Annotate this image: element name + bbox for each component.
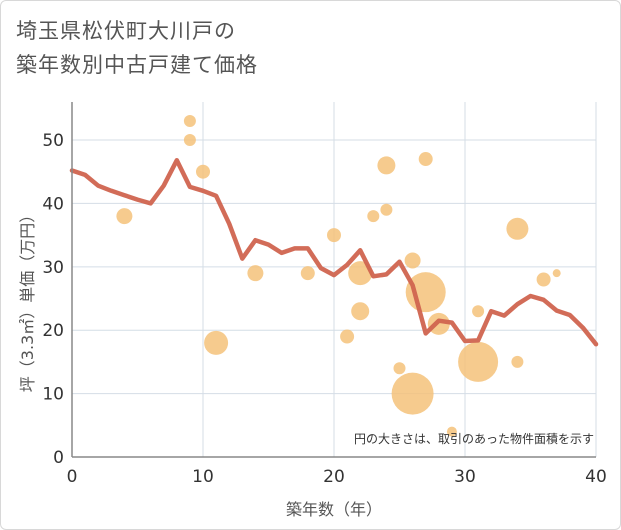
y-tick-label: 50 [42, 131, 64, 151]
data-bubble [204, 330, 229, 355]
x-axis-label: 築年数（年） [286, 500, 382, 519]
title-line-1: 埼玉県松伏町大川戸の [16, 19, 236, 43]
data-bubble [380, 203, 393, 216]
y-tick-label: 10 [42, 385, 64, 405]
y-axis-label: 坪（3.3㎡）単価（万円） [18, 207, 37, 392]
data-bubble [552, 269, 561, 278]
data-bubble [183, 134, 196, 147]
bubble-series [116, 115, 561, 437]
data-bubble [393, 362, 406, 375]
average-line [69, 158, 599, 347]
data-bubble [196, 164, 210, 179]
axes [71, 102, 596, 458]
data-bubble [446, 426, 457, 437]
data-bubble [300, 266, 315, 281]
x-tick-label: 10 [192, 467, 214, 487]
data-bubble [351, 302, 370, 321]
data-bubble [427, 312, 450, 335]
data-bubble [340, 329, 355, 344]
data-bubble [404, 252, 421, 269]
data-bubble [367, 210, 380, 223]
data-bubble [116, 208, 133, 225]
data-bubble [506, 217, 529, 240]
y-tick-label: 0 [53, 448, 64, 468]
data-bubble [405, 272, 446, 313]
data-bubble [327, 228, 341, 243]
data-bubble [377, 156, 396, 175]
data-bubble [458, 341, 499, 382]
tick-labels: 0 10 20 30 40 0 10 20 30 40 50 [42, 131, 606, 487]
data-bubble [183, 115, 196, 128]
data-bubble [511, 355, 524, 368]
y-tick-label: 20 [42, 321, 64, 341]
chart-title: 埼玉県松伏町大川戸の 築年数別中古戸建て価格 [16, 14, 258, 82]
x-tick-label: 20 [323, 467, 345, 487]
x-tick-label: 40 [585, 467, 607, 487]
y-tick-label: 30 [42, 258, 64, 278]
data-bubble [536, 272, 551, 287]
data-bubble [472, 305, 485, 318]
data-bubble [247, 265, 264, 282]
data-bubble [391, 372, 434, 415]
average-price-line [69, 158, 599, 347]
data-bubble [418, 152, 433, 167]
x-tick-label: 30 [454, 467, 476, 487]
y-tick-label: 40 [42, 194, 64, 214]
grid-lines [71, 102, 597, 458]
x-tick-label: 0 [67, 467, 78, 487]
size-annotation: 円の大きさは、取引のあった物件面積を示す [354, 431, 594, 446]
title-line-2: 築年数別中古戸建て価格 [16, 53, 258, 77]
